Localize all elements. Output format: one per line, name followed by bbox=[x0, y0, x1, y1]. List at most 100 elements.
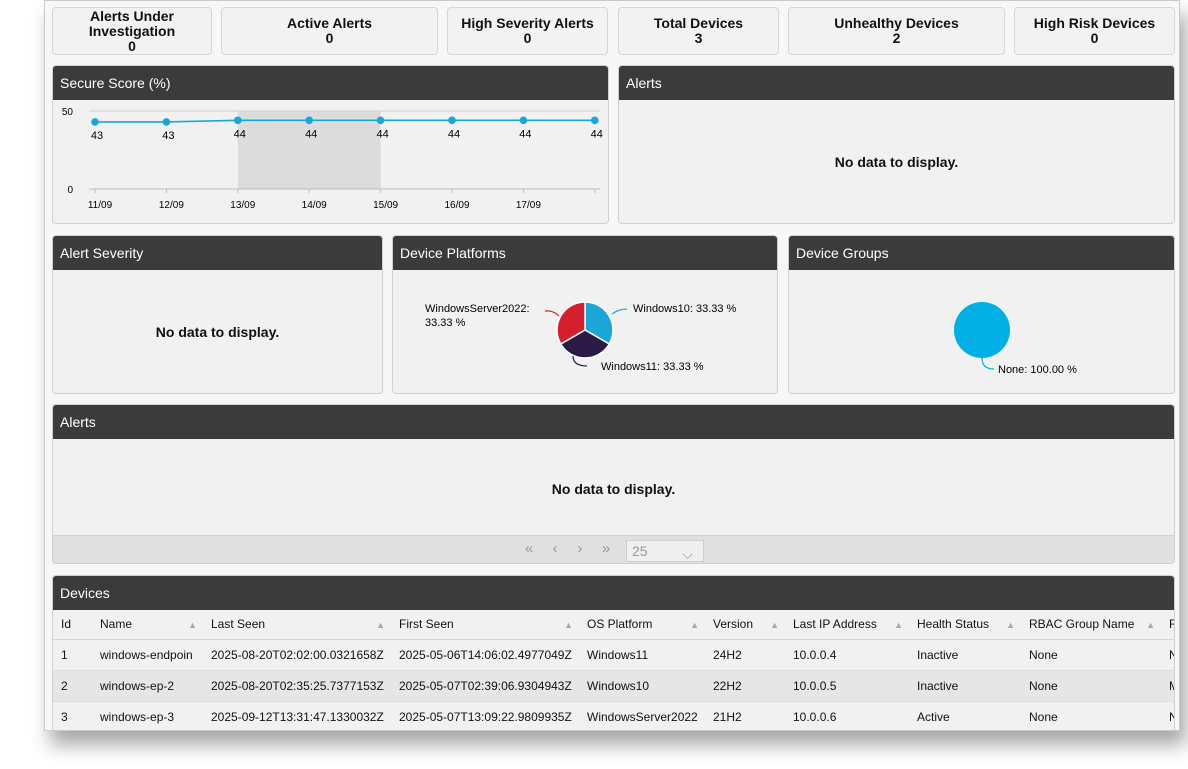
panel-title: Alerts bbox=[619, 66, 1174, 100]
pie-label: None: 100.00 % bbox=[998, 364, 1077, 376]
first-page-button[interactable]: « bbox=[524, 540, 534, 557]
cell-health-status: Inactive bbox=[909, 639, 1021, 671]
page-size-select[interactable]: 25 ⌵ bbox=[626, 540, 704, 562]
cell-r: M bbox=[1161, 670, 1174, 702]
secure-score-chart[interactable]: 50 0 11/09 12/09 13/09 14/09 15/09 16/09 17/09 43… bbox=[53, 100, 609, 224]
cell-r: N bbox=[1161, 639, 1174, 671]
cell-last-seen: 2025-08-20T02:02:00.0321658Z bbox=[203, 639, 391, 671]
kpi-high-risk-devices[interactable]: High Risk Devices 0 bbox=[1014, 7, 1175, 55]
table-row[interactable]: 1 windows-endpoin 2025-08-20T02:02:00.0321… bbox=[53, 639, 1174, 671]
cell-rbac-group: None bbox=[1021, 670, 1161, 702]
cell-last-ip: 10.0.0.6 bbox=[785, 701, 909, 730]
cell-health-status: Active bbox=[909, 701, 1021, 730]
x-tick-label: 14/09 bbox=[302, 200, 327, 211]
devices-panel: Devices Id Name ▲ Last Seen ▲ First Seen ▲ … bbox=[52, 575, 1175, 730]
column-header-rbac-group[interactable]: RBAC Group Name ▲ bbox=[1021, 610, 1161, 640]
sort-arrow-icon: ▲ bbox=[188, 620, 197, 630]
x-tick-label: 12/09 bbox=[159, 200, 184, 211]
cell-id: 2 bbox=[53, 670, 92, 702]
cell-first-seen: 2025-05-07T02:39:06.9304943Z bbox=[391, 670, 579, 702]
column-header-first-seen[interactable]: First Seen ▲ bbox=[391, 610, 579, 640]
pie-label: Windows11: 33.33 % bbox=[601, 361, 704, 373]
empty-message: No data to display. bbox=[155, 324, 280, 340]
pie-label: Windows10: 33.33 % bbox=[633, 303, 737, 315]
kpi-high-severity-alerts[interactable]: High Severity Alerts 0 bbox=[447, 7, 608, 55]
x-tick-label: 15/09 bbox=[373, 200, 398, 211]
data-label: 44 bbox=[234, 128, 246, 140]
kpi-value: 0 bbox=[325, 30, 334, 46]
data-point[interactable] bbox=[91, 118, 99, 126]
panel-title: Alert Severity bbox=[53, 236, 382, 270]
column-header-health-status[interactable]: Health Status ▲ bbox=[909, 610, 1021, 640]
cell-r: N bbox=[1161, 701, 1174, 730]
data-point[interactable] bbox=[162, 118, 171, 126]
cell-id: 3 bbox=[53, 701, 92, 730]
cell-last-ip: 10.0.0.5 bbox=[785, 670, 909, 702]
data-point[interactable] bbox=[305, 116, 313, 125]
kpi-active-alerts[interactable]: Active Alerts 0 bbox=[221, 7, 438, 55]
kpi-label: Active Alerts bbox=[286, 15, 373, 31]
device-platforms-chart[interactable]: Windows10: 33.33 % Windows11: 33.33 % Wind… bbox=[393, 270, 778, 394]
table-row[interactable]: 2 windows-ep-2 2025-08-20T02:35:25.7377153… bbox=[53, 670, 1174, 702]
column-header-id[interactable]: Id bbox=[53, 610, 92, 640]
cell-version: 22H2 bbox=[705, 670, 785, 702]
kpi-value: 3 bbox=[694, 30, 703, 46]
alert-severity-panel: Alert Severity No data to display. bbox=[52, 235, 383, 394]
data-label: 44 bbox=[591, 128, 603, 140]
cell-name: windows-ep-3 bbox=[92, 701, 203, 730]
last-page-button[interactable]: » bbox=[601, 540, 611, 557]
cell-version: 21H2 bbox=[705, 701, 785, 730]
next-page-button[interactable]: › bbox=[577, 540, 583, 557]
table-row[interactable]: 3 windows-ep-3 2025-09-12T13:31:47.1330032… bbox=[53, 701, 1174, 730]
panel-title: Device Platforms bbox=[393, 236, 777, 270]
data-point[interactable] bbox=[591, 116, 599, 125]
cell-os-platform: Windows11 bbox=[579, 639, 705, 671]
cell-first-seen: 2025-05-06T14:06:02.4977049Z bbox=[391, 639, 579, 671]
sort-arrow-icon: ▲ bbox=[376, 620, 385, 630]
alerts-panel: Alerts No data to display. bbox=[618, 65, 1175, 224]
kpi-label: Total Devices bbox=[653, 15, 744, 31]
chevron-down-icon: ⌵ bbox=[682, 546, 693, 562]
cell-name: windows-endpoin bbox=[92, 639, 203, 671]
kpi-label: High Risk Devices bbox=[1033, 15, 1156, 31]
cell-rbac-group: None bbox=[1021, 639, 1161, 671]
data-point[interactable] bbox=[448, 116, 456, 125]
device-groups-chart[interactable]: None: 100.00 % bbox=[789, 270, 1175, 394]
column-header-name[interactable]: Name ▲ bbox=[92, 610, 203, 640]
data-label: 43 bbox=[162, 130, 174, 142]
sort-arrow-icon: ▲ bbox=[1006, 620, 1015, 630]
sort-arrow-icon: ▲ bbox=[894, 620, 903, 630]
kpi-alerts-under-investigation[interactable]: Alerts Under Investigation 0 bbox=[52, 7, 212, 55]
column-header-version[interactable]: Version ▲ bbox=[705, 610, 785, 640]
leader-line bbox=[611, 308, 628, 315]
cell-health-status: Inactive bbox=[909, 670, 1021, 702]
cell-last-seen: 2025-09-12T13:31:47.1330032Z bbox=[203, 701, 391, 730]
column-header-os-platform[interactable]: OS Platform ▲ bbox=[579, 610, 705, 640]
kpi-total-devices[interactable]: Total Devices 3 bbox=[618, 7, 779, 55]
data-point[interactable] bbox=[234, 116, 242, 125]
pie-slice-none[interactable] bbox=[954, 302, 1010, 358]
cell-id: 1 bbox=[53, 639, 92, 671]
kpi-label: Alerts Under Investigation bbox=[88, 7, 176, 39]
cell-os-platform: WindowsServer2022 bbox=[579, 701, 705, 730]
device-groups-panel: Device Groups None: 100.00 % bbox=[788, 235, 1175, 394]
data-point[interactable] bbox=[376, 116, 385, 125]
cell-last-seen: 2025-08-20T02:35:25.7377153Z bbox=[203, 670, 391, 702]
x-tick-label: 13/09 bbox=[230, 200, 255, 211]
cell-first-seen: 2025-05-07T13:09:22.9809935Z bbox=[391, 701, 579, 730]
prev-page-button[interactable]: ‹ bbox=[552, 540, 558, 557]
column-header-last-seen[interactable]: Last Seen ▲ bbox=[203, 610, 391, 640]
sort-arrow-icon: ▲ bbox=[1146, 620, 1155, 630]
kpi-label: High Severity Alerts bbox=[461, 15, 594, 31]
cell-rbac-group: None bbox=[1021, 701, 1161, 730]
data-point[interactable] bbox=[519, 116, 528, 125]
data-label: 44 bbox=[519, 128, 531, 140]
panel-title: Devices bbox=[53, 576, 1174, 610]
page-size-value: 25 bbox=[632, 543, 648, 559]
column-header-r[interactable]: R bbox=[1161, 610, 1174, 640]
column-header-last-ip[interactable]: Last IP Address ▲ bbox=[785, 610, 909, 640]
kpi-label: Unhealthy Devices bbox=[834, 15, 959, 31]
kpi-unhealthy-devices[interactable]: Unhealthy Devices 2 bbox=[788, 7, 1005, 55]
leader-line bbox=[572, 355, 588, 367]
pie-slice-windowsserver2022[interactable] bbox=[556, 301, 586, 346]
